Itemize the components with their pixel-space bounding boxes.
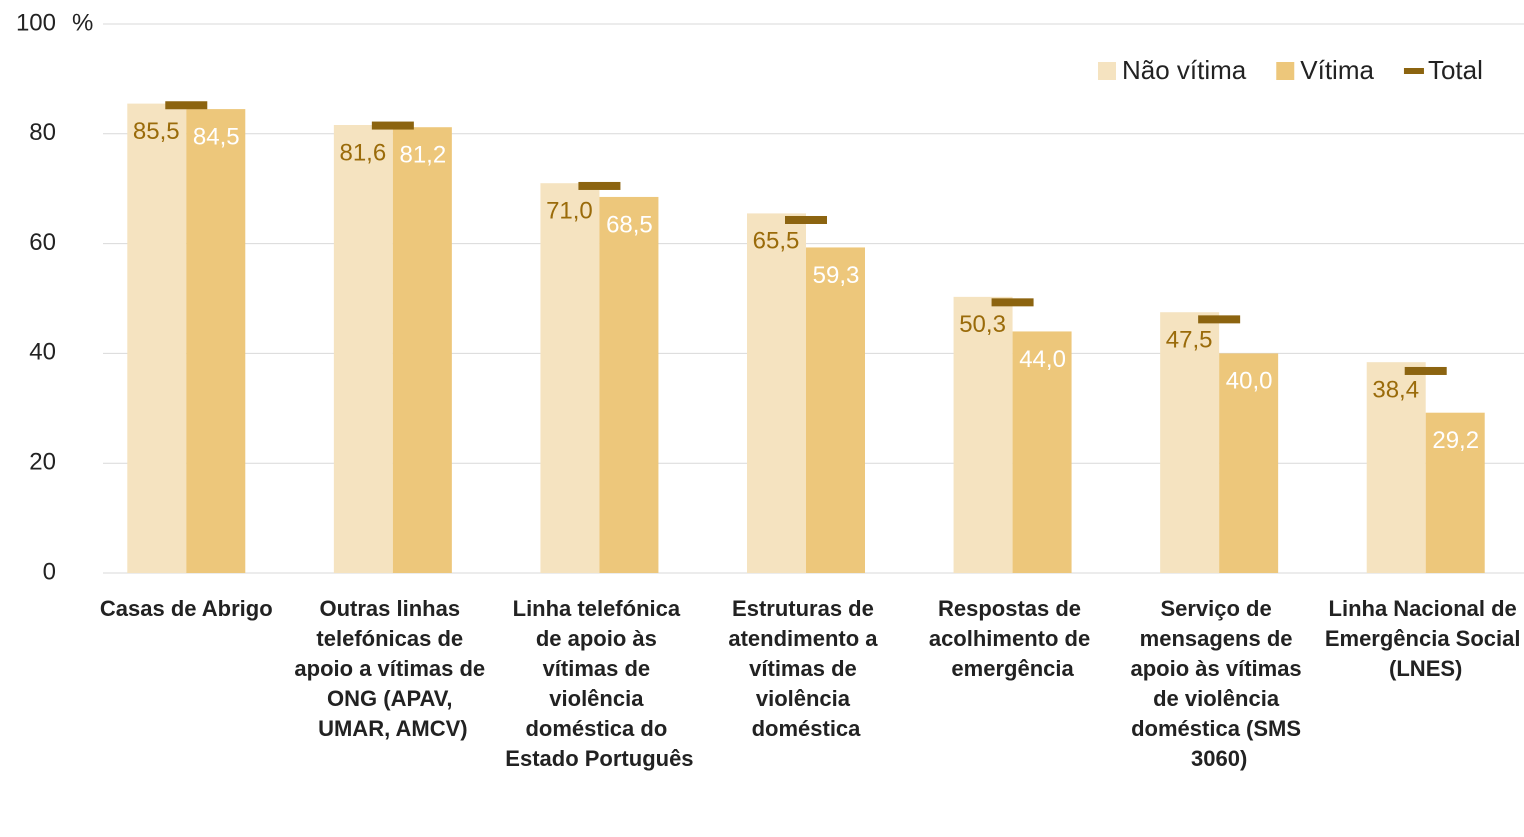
y-tick-label: 40	[29, 339, 56, 366]
x-tick-line: doméstica (SMS	[1131, 716, 1307, 741]
x-tick-line: ONG (APAV,	[327, 686, 459, 711]
bar	[1219, 353, 1279, 573]
x-tick-line: violência	[549, 686, 649, 711]
x-tick-label: Linha Nacional de Emergência Social (LNE…	[1325, 596, 1524, 681]
data-label: 59,3	[813, 262, 860, 289]
total-marker	[991, 298, 1034, 307]
x-tick-label: Estruturas de atendimento a vítimas de v…	[728, 596, 883, 741]
data-label: 47,5	[1166, 327, 1213, 354]
data-label: 85,5	[133, 118, 180, 145]
x-tick-line: Outras linhas	[319, 596, 466, 621]
data-label: 50,3	[959, 311, 1006, 338]
legend-label: Total	[1428, 55, 1483, 85]
x-tick-label: Casas de Abrigo	[100, 596, 273, 621]
legend-label: Vítima	[1300, 55, 1374, 85]
y-tick-label: 80	[29, 119, 56, 146]
bar	[1160, 312, 1220, 573]
x-tick-line: vítimas de	[749, 656, 863, 681]
y-tick-label: 100	[16, 9, 56, 36]
bar	[392, 127, 452, 573]
x-tick-line: apoio a vítimas de	[294, 656, 491, 681]
bar	[1425, 412, 1485, 573]
bar	[127, 103, 187, 573]
legend-label: Não vítima	[1122, 55, 1247, 85]
bar	[1012, 331, 1072, 573]
total-marker	[1198, 315, 1241, 324]
x-tick-line: Linha telefónica	[513, 596, 687, 621]
data-label: 81,2	[399, 142, 446, 169]
x-tick-label: Outras linhas telefónicas de apoio a vít…	[294, 596, 491, 741]
x-tick-line: Linha Nacional de	[1329, 596, 1523, 621]
data-label: 40,0	[1226, 368, 1273, 395]
data-label: 68,5	[606, 211, 653, 238]
data-label: 65,5	[753, 228, 800, 255]
x-tick-line: telefónicas de	[316, 626, 469, 651]
bar	[186, 109, 246, 573]
x-tick-line: mensagens de	[1140, 626, 1299, 651]
bar	[1366, 362, 1426, 573]
x-tick-line: de apoio às	[536, 626, 663, 651]
bar	[806, 247, 865, 573]
legend-swatch	[1276, 62, 1295, 80]
total-marker	[785, 215, 827, 224]
y-tick-label: 20	[29, 449, 56, 476]
x-tick-line: emergência	[951, 656, 1074, 681]
legend-swatch	[1403, 68, 1424, 74]
data-label: 38,4	[1372, 377, 1419, 404]
x-tick-label: Respostas de acolhimento de emergência	[929, 596, 1096, 681]
data-label: 29,2	[1432, 427, 1479, 454]
total-marker	[371, 121, 414, 130]
total-marker	[165, 101, 208, 110]
x-tick-line: (LNES)	[1389, 656, 1462, 681]
x-tick-line: UMAR, AMCV)	[318, 716, 468, 741]
x-tick-line: vítimas de	[543, 656, 657, 681]
x-tick-line: violência	[756, 686, 856, 711]
data-label: 84,5	[193, 123, 240, 150]
x-tick-line: Serviço de	[1160, 596, 1277, 621]
x-tick-line: doméstica do	[525, 716, 673, 741]
data-label: 71,0	[546, 198, 593, 225]
legend-swatch	[1098, 62, 1116, 80]
x-tick-label: Linha telefónica de apoio às vítimas de …	[505, 596, 693, 771]
x-tick-line: atendimento a	[728, 626, 883, 651]
x-tick-label: Serviço de mensagens de apoio às vítimas…	[1130, 596, 1307, 771]
bar	[540, 183, 600, 573]
x-tick-line: Estruturas de	[732, 596, 880, 621]
x-tick-line: acolhimento de	[929, 626, 1096, 651]
x-tick-line: Estado Português	[505, 746, 693, 771]
x-tick-line: de violência	[1153, 686, 1285, 711]
total-marker	[1404, 366, 1447, 375]
y-tick-label: 60	[29, 229, 56, 256]
x-tick-line: doméstica	[752, 716, 862, 741]
x-tick-line: Casas de Abrigo	[100, 596, 273, 621]
bar	[953, 296, 1013, 573]
y-tick-label: 0	[43, 558, 56, 585]
total-marker	[578, 181, 621, 190]
data-label: 44,0	[1019, 346, 1066, 373]
x-tick-line: 3060)	[1191, 746, 1247, 771]
data-label: 81,6	[339, 139, 386, 166]
bar	[333, 125, 393, 574]
bar	[747, 213, 806, 573]
bar	[599, 196, 659, 573]
x-tick-line: Emergência Social	[1325, 626, 1524, 651]
y-axis-label: %	[72, 9, 93, 36]
x-tick-line: apoio às vítimas	[1130, 656, 1307, 681]
x-tick-line: Respostas de	[938, 596, 1087, 621]
